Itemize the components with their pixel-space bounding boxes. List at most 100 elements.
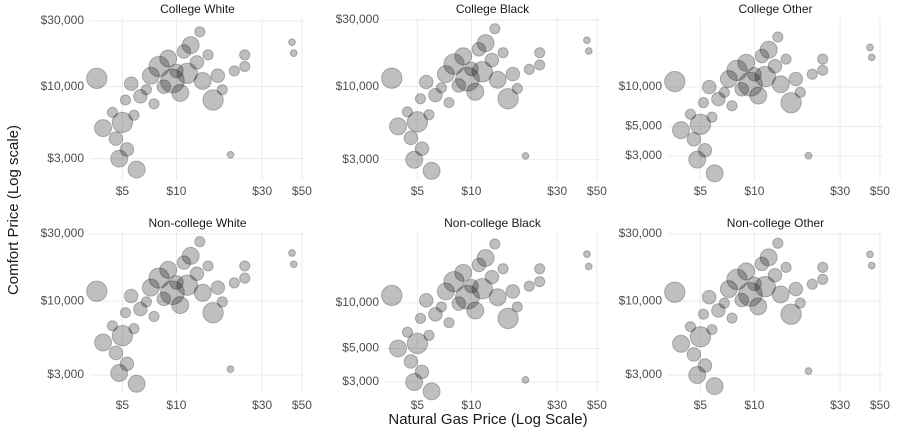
- point: [737, 262, 756, 281]
- point: [202, 260, 214, 272]
- point: [288, 38, 296, 47]
- point: [414, 312, 427, 324]
- point: [688, 150, 707, 169]
- point: [788, 71, 804, 87]
- point: [719, 70, 738, 89]
- point: [497, 47, 509, 59]
- point: [471, 60, 494, 83]
- point: [697, 358, 713, 373]
- point: [672, 121, 691, 140]
- point: [288, 249, 296, 257]
- point: [737, 53, 756, 72]
- x-tick-label: $5: [694, 184, 708, 198]
- y-tick-label: $30,000: [41, 13, 85, 27]
- y-tick-label: $3,000: [342, 152, 379, 166]
- y-tick-label: $10,000: [41, 293, 85, 307]
- x-axis-title: Natural Gas Price (Log Scale): [388, 411, 587, 428]
- point: [719, 280, 738, 299]
- point: [804, 367, 813, 375]
- point: [471, 42, 487, 57]
- point: [455, 284, 480, 310]
- point: [780, 261, 792, 273]
- point: [381, 67, 403, 89]
- point: [718, 297, 730, 309]
- point: [406, 332, 429, 355]
- point: [435, 301, 447, 313]
- point: [127, 374, 146, 393]
- point: [86, 280, 108, 302]
- point: [86, 67, 108, 89]
- point: [140, 296, 152, 308]
- point: [141, 278, 160, 297]
- point: [701, 289, 717, 305]
- point: [405, 150, 424, 169]
- point: [455, 66, 480, 92]
- point: [711, 91, 726, 107]
- point: [159, 260, 178, 279]
- point: [726, 268, 748, 291]
- point: [476, 248, 495, 267]
- point: [701, 79, 717, 95]
- point: [228, 277, 240, 289]
- point: [747, 66, 762, 82]
- point: [239, 260, 251, 272]
- y-tick-label: $3,000: [47, 367, 84, 381]
- y-tick-label: $10,000: [336, 295, 380, 309]
- point: [176, 44, 192, 59]
- point: [584, 262, 593, 271]
- point: [133, 301, 148, 317]
- point: [119, 307, 132, 319]
- point: [414, 364, 430, 380]
- point: [226, 150, 235, 159]
- point: [176, 62, 199, 84]
- point: [471, 257, 487, 273]
- point: [169, 275, 184, 290]
- y-axis-title: Comfort Price (Log scale): [5, 125, 22, 295]
- point: [672, 334, 691, 353]
- point: [389, 339, 408, 358]
- point: [505, 284, 521, 299]
- point: [754, 256, 770, 272]
- point: [867, 53, 876, 62]
- point: [451, 296, 467, 311]
- point: [772, 237, 784, 249]
- point: [210, 68, 226, 84]
- point: [422, 382, 441, 401]
- facet-title: Non-college White: [148, 216, 246, 230]
- point: [443, 96, 455, 109]
- point: [110, 363, 129, 382]
- point: [418, 293, 434, 308]
- point: [443, 317, 455, 329]
- point: [111, 325, 134, 347]
- y-tick-label: $3,000: [625, 367, 662, 381]
- point: [806, 278, 818, 290]
- point: [734, 292, 750, 308]
- point: [706, 111, 718, 123]
- point: [583, 250, 591, 259]
- point: [210, 280, 226, 295]
- point: [583, 36, 591, 45]
- point: [401, 326, 414, 338]
- point: [738, 71, 763, 97]
- x-tick-label: $5: [116, 398, 130, 412]
- point: [705, 377, 724, 396]
- point: [484, 52, 500, 68]
- x-tick-label: $50: [292, 184, 312, 198]
- point: [817, 53, 829, 65]
- point: [471, 278, 494, 300]
- point: [148, 310, 160, 323]
- point: [123, 76, 139, 92]
- point: [497, 263, 509, 275]
- point: [216, 84, 228, 96]
- point: [422, 161, 441, 180]
- y-tick-label: $3,000: [625, 148, 662, 162]
- point: [451, 78, 467, 93]
- point: [140, 84, 152, 96]
- point: [534, 276, 546, 288]
- point: [119, 356, 135, 372]
- point: [726, 312, 738, 324]
- point: [534, 59, 546, 71]
- point: [497, 88, 519, 110]
- point: [511, 82, 523, 95]
